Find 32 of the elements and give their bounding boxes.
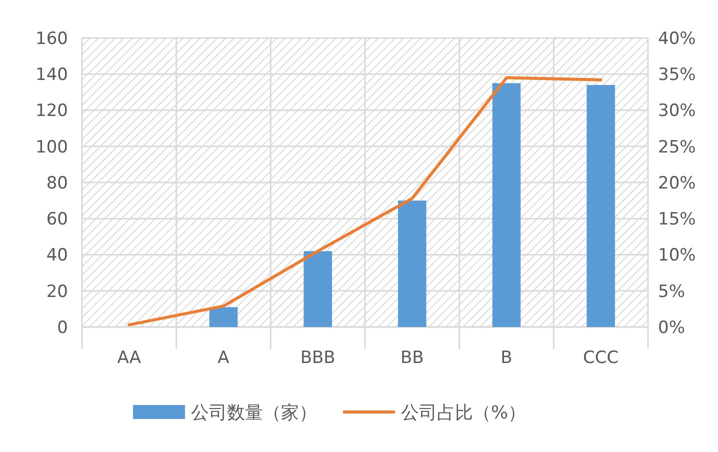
y2-tick-label: 40% (658, 28, 696, 49)
y2-tick-label: 35% (658, 65, 696, 86)
y-tick-label: 80 (46, 173, 68, 194)
y-tick-label: 100 (36, 137, 68, 158)
y-tick-label: 160 (36, 28, 68, 49)
y-tick-label: 140 (36, 65, 68, 86)
bar (304, 251, 332, 327)
y2-tick-label: 20% (658, 173, 696, 194)
y-tick-label: 0 (57, 318, 68, 338)
y-tick-label: 40 (46, 246, 68, 266)
y-tick-label: 120 (36, 101, 68, 122)
legend-label: 公司占比（%） (401, 402, 526, 424)
line-series (128, 76, 602, 326)
y2-tick-label: 30% (658, 101, 696, 122)
bar (492, 83, 521, 327)
y2-tick-label: 10% (658, 246, 696, 266)
x-tick-label: A (218, 348, 230, 368)
y-tick-label: 20 (46, 282, 68, 302)
y2-tick-label: 5% (658, 282, 685, 302)
y-tick-label: 60 (46, 210, 68, 230)
y2-tick-label: 15% (658, 210, 696, 230)
x-tick-label: BB (400, 348, 424, 368)
x-tick-label: AA (117, 348, 142, 368)
x-tick-label: BBB (300, 348, 336, 368)
bar (398, 200, 426, 327)
x-tick-label: B (500, 348, 512, 368)
y2-tick-label: 0% (658, 318, 685, 338)
bar (586, 84, 615, 327)
legend-label: 公司数量（家） (191, 402, 317, 424)
y2-tick-label: 25% (658, 137, 696, 158)
x-tick-label: CCC (583, 348, 619, 368)
bar (209, 307, 238, 327)
